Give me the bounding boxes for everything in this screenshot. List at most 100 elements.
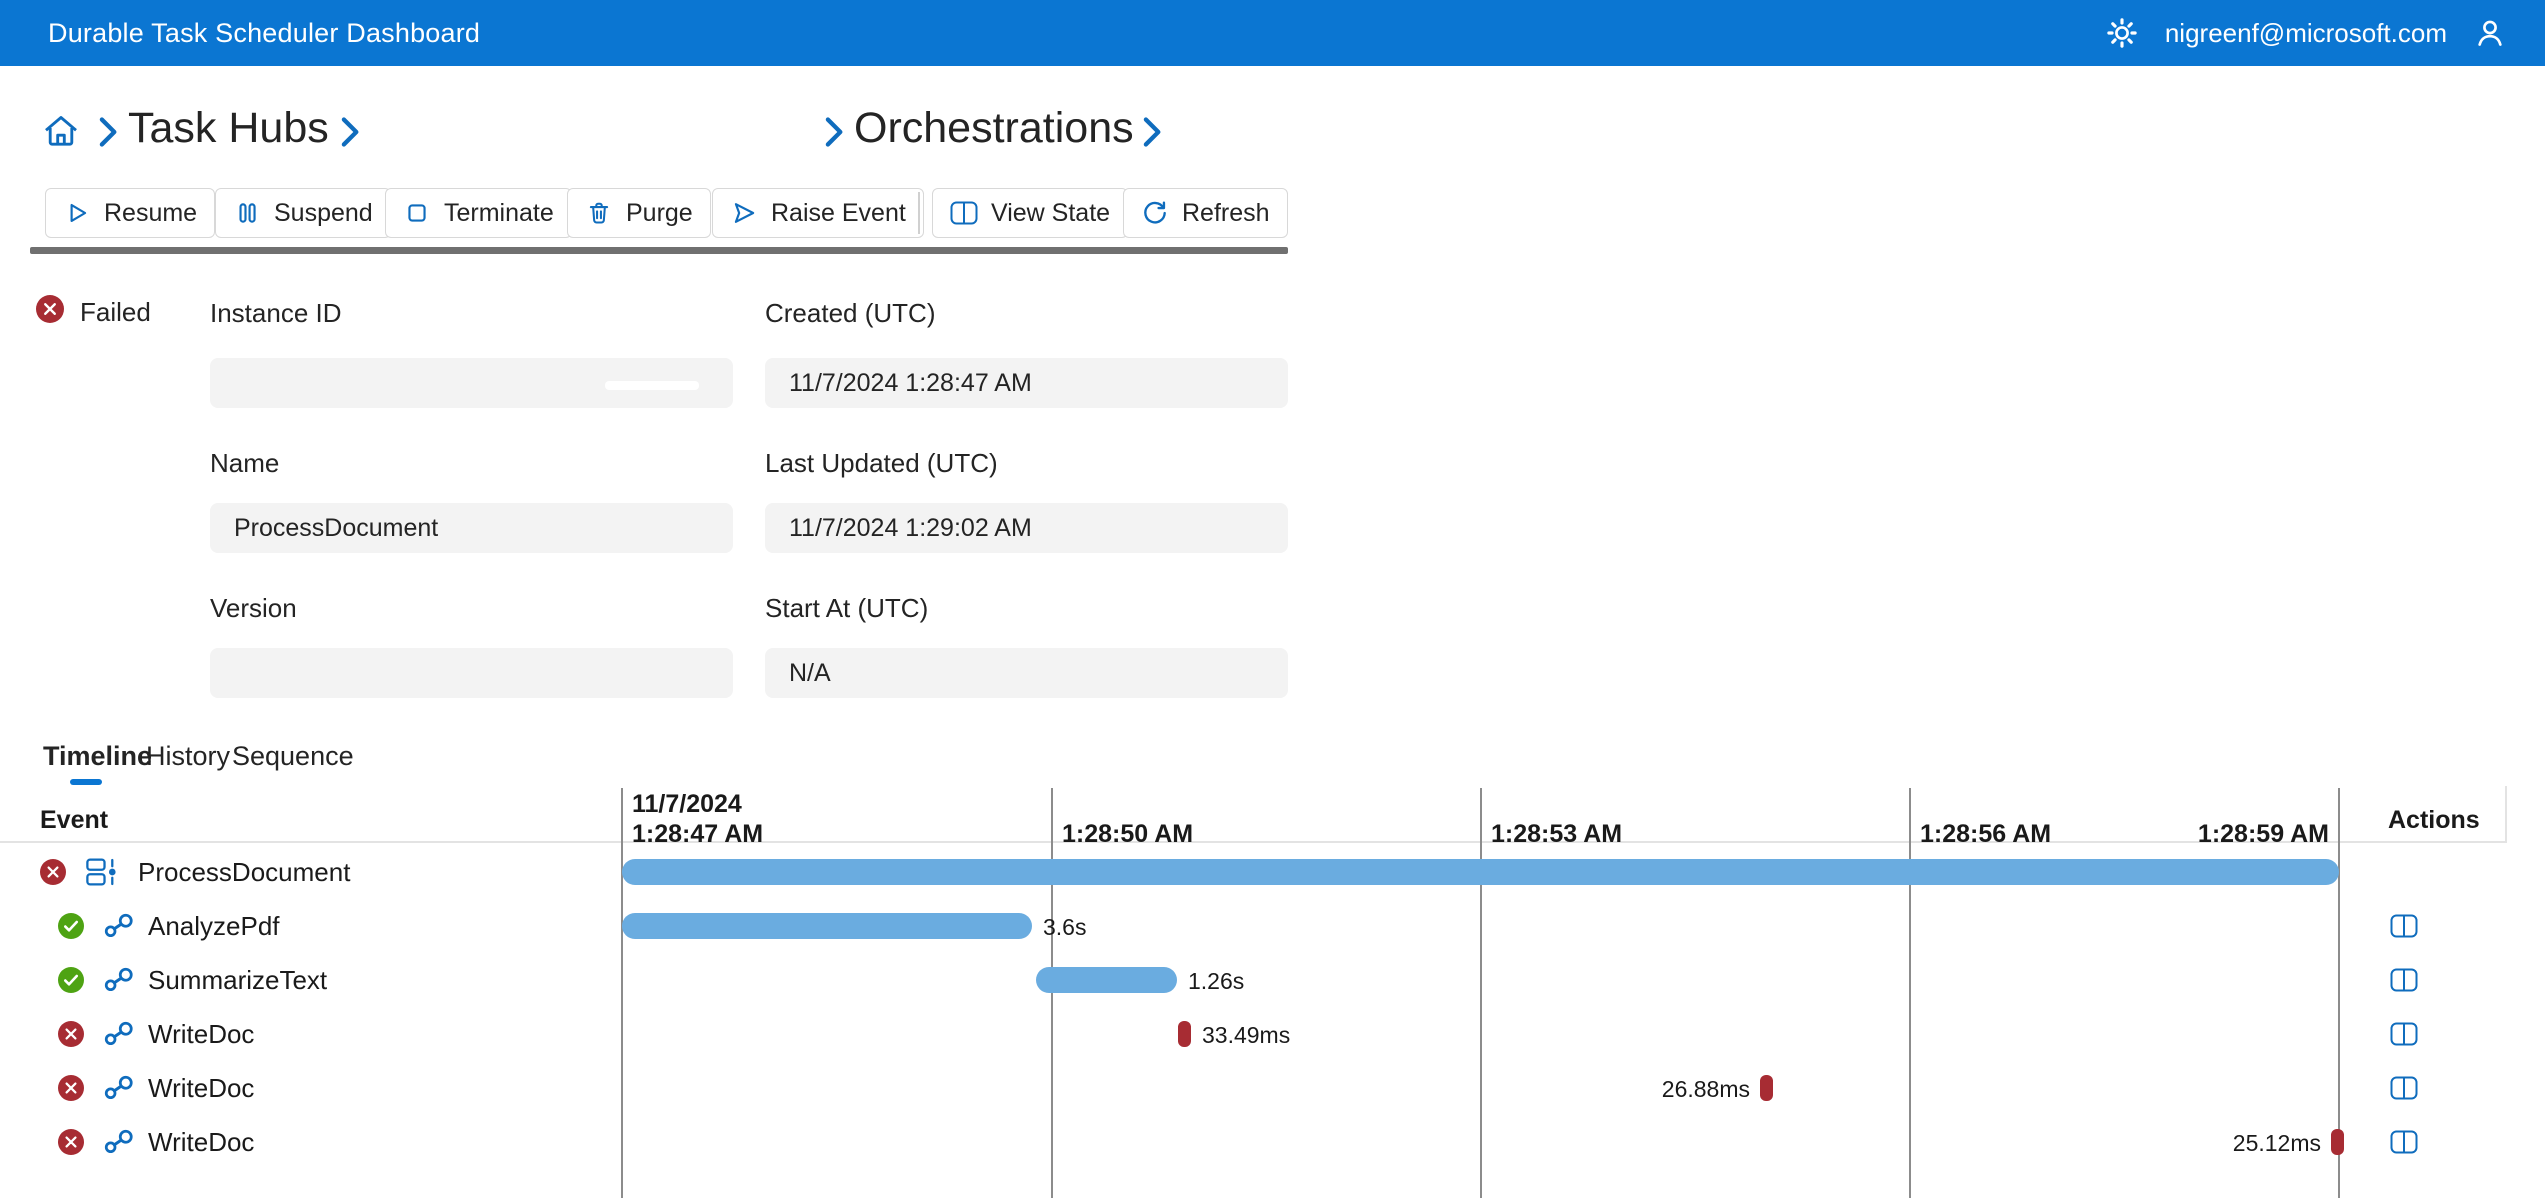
time-gridline <box>2338 788 2340 1198</box>
name-label: Name <box>210 448 280 478</box>
duration-label: 33.49ms <box>1202 1022 1291 1048</box>
event-name: WriteDoc <box>148 1127 255 1157</box>
event-name: SummarizeText <box>148 965 328 995</box>
terminate-icon <box>403 199 431 227</box>
created-utc-field[interactable]: 11/7/2024 1:28:47 AM <box>765 358 1288 408</box>
redaction-highlight <box>605 381 699 390</box>
row-status-failed <box>40 859 66 885</box>
succeeded-status-icon <box>58 913 84 939</box>
event-name: AnalyzePdf <box>148 911 280 941</box>
breadcrumb-chevron-icon <box>1142 116 1164 148</box>
axis-date-label: 11/7/2024 <box>632 790 742 818</box>
breadcrumb: Task Hubs Orchestrations <box>0 96 2545 168</box>
resume-icon <box>63 199 91 227</box>
top-app-bar: Durable Task Scheduler Dashboard nigreen… <box>0 0 2545 66</box>
breadcrumb-item-orchestrations[interactable]: Orchestrations <box>854 104 1134 152</box>
account-person-icon[interactable] <box>2473 16 2507 50</box>
actions-header-border <box>2505 786 2507 843</box>
purge-button[interactable]: Purge <box>567 188 711 238</box>
row-view-state-button[interactable] <box>2390 914 2418 938</box>
instance-id-label: Instance ID <box>210 298 342 328</box>
start-at-utc-field[interactable]: N/A <box>765 648 1288 698</box>
row-status-succeeded <box>58 967 84 993</box>
time-gridline <box>1909 788 1911 1198</box>
duration-bar <box>622 859 2339 885</box>
start-at-utc-label: Start At (UTC) <box>765 593 929 623</box>
view-state-icon <box>2390 1076 2418 1100</box>
settings-gear-icon[interactable] <box>2105 16 2139 50</box>
suspend-button[interactable]: Suspend <box>215 188 391 238</box>
activity-icon <box>104 967 133 992</box>
axis-time-label: 1:28:50 AM <box>1062 820 1194 848</box>
row-view-state-button[interactable] <box>2390 1076 2418 1100</box>
breadcrumb-chevron-icon <box>98 116 120 148</box>
row-view-state-button[interactable] <box>2390 1130 2418 1154</box>
terminate-button[interactable]: Terminate <box>385 188 572 238</box>
row-view-state-button[interactable] <box>2390 968 2418 992</box>
view-state-icon <box>950 200 978 226</box>
activity-icon <box>104 1129 133 1154</box>
home-icon[interactable] <box>40 110 82 152</box>
refresh-button[interactable]: Refresh <box>1123 188 1288 238</box>
row-kind-activity <box>104 967 134 992</box>
event-name: WriteDoc <box>148 1073 255 1103</box>
failed-duration-bar <box>1178 1021 1191 1047</box>
raise-event-icon <box>730 199 758 227</box>
duration-label: 3.6s <box>1043 914 1087 940</box>
toolbar-separator <box>918 192 920 234</box>
view-state-button[interactable]: View State <box>932 188 1129 238</box>
axis-time-label: 1:28:56 AM <box>1920 820 2052 848</box>
version-field[interactable] <box>210 648 733 698</box>
table-header-border <box>0 841 2506 843</box>
row-view-state-button[interactable] <box>2390 1022 2418 1046</box>
time-gridline <box>1480 788 1482 1198</box>
time-gridline <box>621 788 623 1198</box>
instance-id-field[interactable] <box>210 358 733 408</box>
succeeded-status-icon <box>58 967 84 993</box>
view-state-icon <box>2390 968 2418 992</box>
axis-time-label: 1:28:53 AM <box>1491 820 1623 848</box>
status-badge: Failed <box>80 297 151 327</box>
view-state-icon <box>2390 1130 2418 1154</box>
toolbar-divider <box>30 247 1288 254</box>
orchestration-icon <box>86 858 116 886</box>
failed-status-icon <box>58 1075 84 1101</box>
actions-column-header: Actions <box>2388 806 2480 834</box>
tab-history[interactable]: History <box>146 741 231 771</box>
view-state-icon <box>2390 914 2418 938</box>
purge-icon <box>585 199 613 227</box>
user-email: nigreenf@microsoft.com <box>2164 17 2447 48</box>
duration-label: 25.12ms <box>2232 1130 2321 1156</box>
view-state-icon <box>2390 1022 2418 1046</box>
failed-duration-bar <box>1760 1075 1773 1101</box>
breadcrumb-chevron-icon <box>340 116 362 148</box>
row-kind-activity <box>104 913 134 938</box>
active-tab-indicator <box>70 779 102 785</box>
breadcrumb-chevron-icon <box>824 116 846 148</box>
event-column-header: Event <box>40 806 109 834</box>
raise-event-button[interactable]: Raise Event <box>712 188 924 238</box>
time-gridline <box>1051 788 1053 1198</box>
tab-timeline[interactable]: Timeline <box>43 741 153 771</box>
axis-time-label: 1:28:47 AM <box>632 820 764 848</box>
row-kind-orchestration <box>86 858 118 886</box>
failed-status-icon <box>36 295 64 323</box>
tab-sequence[interactable]: Sequence <box>232 741 354 771</box>
event-name: ProcessDocument <box>138 857 351 887</box>
row-kind-activity <box>104 1075 134 1100</box>
name-field[interactable]: ProcessDocument <box>210 503 733 553</box>
failed-status-icon <box>58 1021 84 1047</box>
failed-status-icon <box>58 1129 84 1155</box>
last-updated-utc-label: Last Updated (UTC) <box>765 448 998 478</box>
app-title: Durable Task Scheduler Dashboard <box>48 17 481 48</box>
version-label: Version <box>210 593 297 623</box>
resume-button[interactable]: Resume <box>45 188 216 238</box>
created-utc-label: Created (UTC) <box>765 298 936 328</box>
breadcrumb-item-task-hubs[interactable]: Task Hubs <box>128 104 329 152</box>
row-kind-activity <box>104 1129 134 1154</box>
row-status-failed <box>58 1021 84 1047</box>
last-updated-utc-field[interactable]: 11/7/2024 1:29:02 AM <box>765 503 1288 553</box>
duration-bar <box>1036 967 1177 993</box>
row-status-failed <box>58 1075 84 1101</box>
